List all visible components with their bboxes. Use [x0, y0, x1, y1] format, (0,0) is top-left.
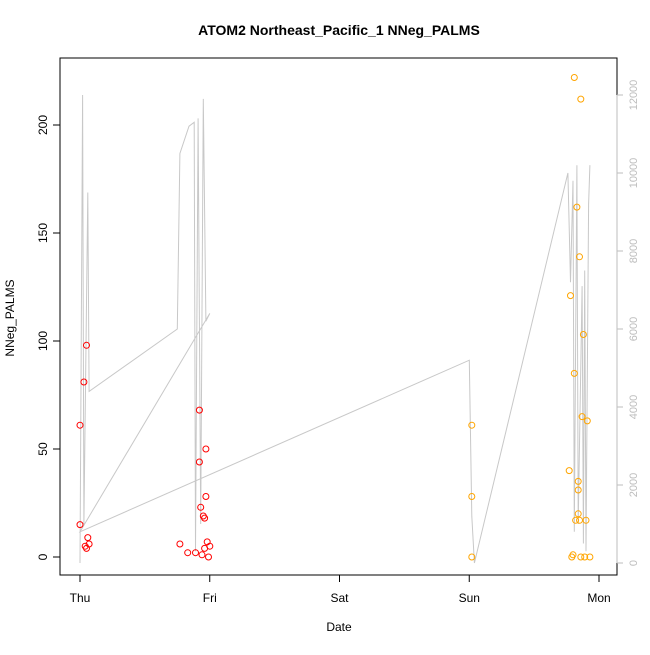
data-point	[574, 477, 582, 485]
data-point	[581, 553, 589, 561]
y-tick-label-right: 0	[628, 560, 640, 566]
data-point	[574, 486, 582, 494]
data-point	[579, 331, 587, 338]
x-axis: Thu Fri Sat Sun Mon	[70, 574, 611, 605]
series-line	[78, 94, 591, 564]
data-point	[76, 521, 84, 529]
data-point	[583, 417, 591, 425]
data-point	[570, 369, 578, 377]
data-point	[198, 551, 206, 559]
y-tick-label-right: 10000	[628, 158, 640, 189]
data-point	[197, 503, 205, 511]
y-tick-label-left: 0	[36, 553, 50, 560]
data-point	[85, 540, 93, 548]
data-point	[83, 341, 90, 349]
data-point	[202, 493, 210, 500]
y-tick-label-right: 2000	[628, 473, 640, 497]
data-point	[84, 534, 92, 542]
data-point	[578, 413, 586, 421]
x-tick-label: Thu	[70, 591, 91, 605]
data-point	[468, 493, 476, 500]
data-point	[567, 292, 574, 300]
data-point	[195, 458, 203, 466]
y-tick-label-left: 50	[36, 442, 50, 456]
data-point	[573, 203, 581, 211]
x-tick-label: Mon	[587, 591, 610, 605]
y-axis-left: 0 50 100 150 200	[36, 115, 61, 560]
data-point	[201, 514, 209, 522]
data-point	[468, 553, 476, 561]
y-tick-label-left: 100	[36, 331, 50, 351]
x-axis-label: Date	[326, 620, 352, 634]
data-point	[76, 421, 84, 429]
y-tick-label-right: 6000	[628, 317, 640, 341]
data-point	[572, 516, 580, 524]
data-point	[195, 406, 203, 414]
y-axis-label: NNeg_PALMS	[3, 279, 17, 356]
x-tick-label: Fri	[203, 591, 217, 605]
data-point	[565, 467, 573, 475]
y-tick-label-right: 12000	[628, 80, 640, 111]
data-point	[205, 553, 212, 561]
data-point	[184, 549, 192, 557]
data-point	[577, 553, 585, 561]
y-tick-label-left: 200	[36, 115, 50, 135]
data-points	[76, 74, 594, 561]
y-tick-label-right: 4000	[628, 395, 640, 419]
data-point	[176, 540, 184, 548]
y-axis-right: 0 2000 4000 6000 8000 10000 12000	[616, 80, 640, 566]
right-axis-line-series	[78, 94, 591, 564]
data-point	[582, 516, 590, 524]
data-point	[206, 542, 214, 550]
data-point	[192, 549, 199, 557]
data-point	[577, 95, 585, 103]
data-point	[576, 253, 583, 261]
x-tick-label: Sun	[459, 591, 480, 605]
chart-title: ATOM2 Northeast_Pacific_1 NNeg_PALMS	[198, 22, 480, 38]
y-tick-label-left: 150	[36, 223, 50, 243]
y-tick-label-right: 8000	[628, 239, 640, 263]
data-point	[569, 551, 577, 559]
data-point	[586, 553, 594, 561]
data-point	[574, 510, 582, 518]
data-point	[80, 378, 88, 386]
x-tick-label: Sat	[330, 591, 349, 605]
data-point	[202, 445, 210, 453]
data-point	[570, 74, 578, 81]
data-point	[468, 421, 476, 429]
